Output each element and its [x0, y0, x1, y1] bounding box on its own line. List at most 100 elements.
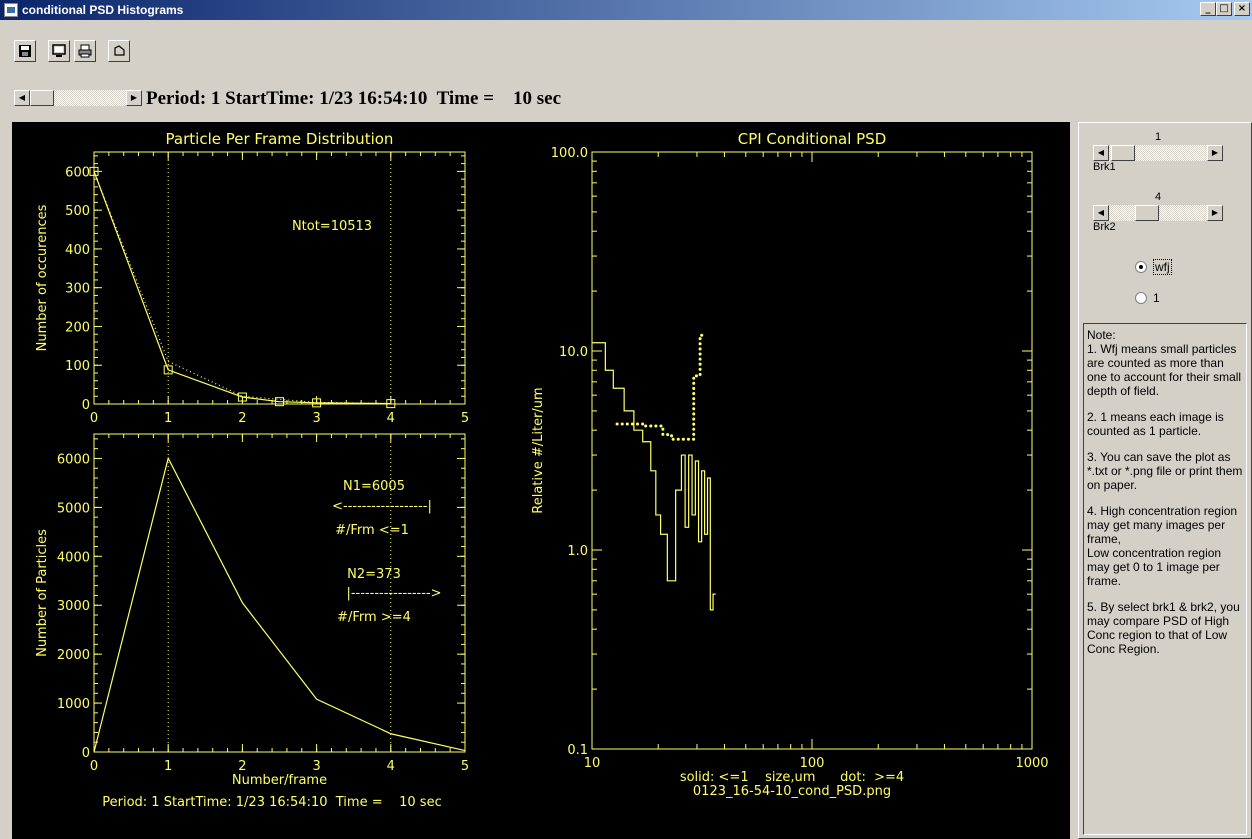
y-tick-label: 4000 — [57, 550, 90, 565]
printer-icon — [78, 44, 92, 58]
note-line: 4. High concentration region may get man… — [1087, 504, 1238, 588]
radio-1-label[interactable]: 1 — [1153, 291, 1160, 305]
brk1-right-arrow-icon[interactable]: ▶ — [1207, 145, 1223, 161]
radio-wfj-label[interactable]: wfj — [1153, 259, 1172, 275]
y-tick-label: 6000 — [57, 452, 90, 467]
y-tick-label: 5000 — [57, 501, 90, 516]
radio-1[interactable]: 1 — [1135, 291, 1160, 305]
y-tick-label: 400 — [65, 243, 90, 258]
data-point — [386, 399, 396, 409]
y-axis-label: Number of Particles — [35, 529, 50, 657]
y-tick-label: 600 — [65, 165, 90, 180]
x-tick-label: 1 — [164, 759, 172, 774]
period-info: Period: 1 StartTime: 1/23 16:54:10 Time … — [146, 88, 562, 109]
x-tick-label: 2 — [238, 759, 246, 774]
brk1-label: Brk1 — [1093, 161, 1116, 173]
psd-step-series-1 — [615, 333, 708, 441]
y-tick-label: 3000 — [57, 599, 90, 614]
period-scrollbar[interactable]: ◀ ▶ — [14, 90, 142, 108]
radio-wfj[interactable]: wfj — [1135, 259, 1172, 275]
x-tick-label: 5 — [461, 411, 469, 426]
brk1-left-arrow-icon[interactable]: ◀ — [1093, 145, 1109, 161]
x-tick-label: 3 — [312, 759, 320, 774]
y-tick-label: 300 — [65, 282, 90, 297]
x-tick-label: 100 — [800, 756, 825, 771]
scroll-left-arrow-icon[interactable]: ◀ — [14, 90, 30, 106]
brk2-scrollbar[interactable]: ◀ ▶ — [1093, 205, 1223, 221]
x-tick-label: 5 — [461, 759, 469, 774]
scroll-track[interactable] — [30, 90, 126, 106]
close-button[interactable]: × — [1234, 2, 1250, 16]
side-panel: 1 ◀ ▶ Brk1 4 ◀ ▶ Brk2 wfj 1 Note: 1. Wfj… — [1078, 122, 1252, 839]
y-tick-label: 500 — [65, 204, 90, 219]
series-line-1 — [93, 171, 391, 405]
maximize-button[interactable]: □ — [1216, 2, 1232, 16]
annotation-n1-range: #/Frm <=1 — [335, 523, 409, 538]
x-tick-label: 1 — [164, 411, 172, 426]
annotation-n1-arrow: <------------------| — [332, 499, 432, 514]
y-tick-label: 0 — [82, 746, 90, 761]
screen-button[interactable] — [48, 40, 70, 62]
brk1-slider: 1 ◀ ▶ Brk1 — [1093, 131, 1223, 173]
brk2-track[interactable] — [1109, 205, 1207, 221]
x-tick-label: 1000 — [1015, 756, 1048, 771]
y-axis-label: Number of occurences — [35, 204, 50, 351]
y-tick-label: 200 — [65, 320, 90, 335]
x-tick-label: 0 — [90, 759, 98, 774]
annotation-ntot: Ntot=10513 — [292, 219, 372, 234]
brk1-thumb[interactable] — [1111, 145, 1135, 161]
y-tick-label: 100 — [65, 359, 90, 374]
note-line: 5. By select brk1 & brk2, you may compar… — [1087, 600, 1240, 656]
x-tick-label: 3 — [312, 411, 320, 426]
y-tick-label: 1.0 — [567, 544, 588, 559]
x-tick-label: 10 — [584, 756, 601, 771]
y-tick-label: 0.1 — [567, 743, 588, 758]
y-tick-label: 10.0 — [559, 345, 588, 360]
brk1-scrollbar[interactable]: ◀ ▶ — [1093, 145, 1223, 161]
app-icon — [4, 3, 18, 17]
brk2-left-arrow-icon[interactable]: ◀ — [1093, 205, 1109, 221]
print-button[interactable] — [74, 40, 96, 62]
scroll-thumb[interactable] — [30, 90, 54, 106]
x-axis-label: solid: <=1 size,um dot: >=4 — [680, 770, 904, 785]
save-button[interactable] — [14, 40, 36, 62]
series-line-0 — [93, 171, 391, 405]
y-tick-label: 0 — [82, 398, 90, 413]
scroll-right-arrow-icon[interactable]: ▶ — [126, 90, 142, 106]
plot-frame-2 — [93, 433, 466, 753]
minimize-button[interactable]: _ — [1200, 2, 1216, 16]
note-line: 3. You can save the plot as *.txt or *.p… — [1087, 450, 1243, 492]
brk2-right-arrow-icon[interactable]: ▶ — [1207, 205, 1223, 221]
brk1-value: 1 — [1154, 131, 1162, 143]
plot-canvas: 0 1 2 3 4 5 0 100 200 300 400 500 600 Particle Per Fr… — [12, 122, 1070, 839]
brk2-slider: 4 ◀ ▶ Brk2 — [1093, 191, 1223, 233]
x-tick-label: 4 — [387, 411, 395, 426]
brk2-value: 4 — [1154, 191, 1162, 203]
note-line: 2. 1 means each image is counted as 1 pa… — [1087, 410, 1224, 438]
plot-caption: 0123_16-54-10_cond_PSD.png — [693, 784, 891, 799]
x-tick-label: 2 — [238, 411, 246, 426]
window-controls: _ □ × — [1200, 2, 1250, 16]
brk2-thumb[interactable] — [1135, 205, 1159, 221]
brk2-label: Brk2 — [1093, 221, 1116, 233]
brk1-track[interactable] — [1109, 145, 1207, 161]
y-tick-label: 2000 — [57, 648, 90, 663]
plot-title: CPI Conditional PSD — [738, 130, 887, 148]
annotation-n2: N2=373 — [347, 567, 401, 582]
data-point — [237, 392, 247, 402]
radio-1-dot[interactable] — [1135, 292, 1147, 304]
x-tick-label: 4 — [387, 759, 395, 774]
x-axis-label: Number/frame — [232, 773, 327, 788]
note-heading: Note: — [1087, 328, 1116, 342]
floppy-disk-icon — [19, 45, 31, 57]
psd-step-series-0 — [592, 342, 716, 611]
data-point — [89, 166, 99, 176]
title-bar: conditional PSD Histograms _ □ × — [0, 0, 1252, 20]
y-axis-label: Relative #/Liter/um — [531, 387, 546, 513]
note-line: 1. Wfj means small particles are counted… — [1087, 342, 1242, 398]
annotation-n2-arrow: |-----------------> — [346, 586, 441, 601]
y-tick-label: 1000 — [57, 697, 90, 712]
radio-wfj-dot[interactable] — [1135, 261, 1147, 273]
refresh-icon — [114, 45, 125, 56]
refresh-button[interactable] — [108, 40, 130, 62]
